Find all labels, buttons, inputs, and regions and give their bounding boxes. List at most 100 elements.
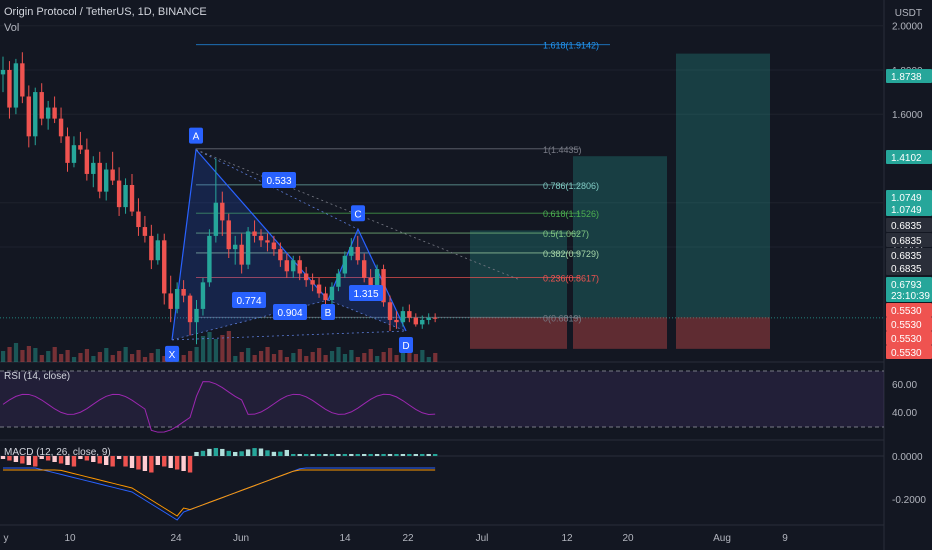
volume-bar	[310, 352, 315, 362]
candle-body	[258, 235, 264, 241]
candle-body	[355, 246, 360, 261]
macd-histogram-bar	[323, 454, 328, 456]
volume-bar	[110, 355, 115, 362]
volume-bar	[304, 356, 309, 362]
volume-bar	[297, 349, 302, 362]
candle-body	[194, 308, 199, 323]
fib-label: 0.382(0.9729)	[543, 249, 599, 259]
price-badge-label: 0.5530	[891, 334, 922, 345]
volume-bar	[142, 357, 148, 362]
macd-histogram-bar	[33, 456, 38, 467]
macd-histogram-bar	[278, 451, 283, 456]
macd-histogram-bar	[136, 456, 141, 470]
volume-bar	[117, 351, 122, 362]
macd-histogram-bar	[368, 454, 373, 456]
candle-body	[271, 242, 277, 250]
macd-histogram-bar	[26, 456, 31, 465]
candle-body	[123, 185, 128, 208]
volume-bar	[46, 351, 51, 362]
candle-body	[116, 180, 122, 208]
candle-body	[265, 240, 270, 243]
volume-bar	[181, 355, 186, 362]
macd-histogram-bar	[226, 450, 231, 456]
candle-body	[136, 211, 141, 228]
date-tick-label: Jun	[233, 533, 249, 544]
volume-bar	[162, 356, 167, 362]
volume-bar	[394, 355, 399, 362]
pattern-labels: X A B C D 0.533 0.774 0.904 1.315	[165, 127, 413, 362]
pattern-ratio-badge	[349, 285, 383, 301]
candle-body	[303, 273, 309, 281]
price-badge	[886, 277, 932, 291]
price-badge-label: 0.6835	[891, 264, 922, 275]
candle-body	[45, 107, 51, 119]
currency-label: USDT	[894, 8, 922, 19]
volume-bar	[284, 357, 289, 362]
macd-histogram-bar	[155, 456, 160, 465]
macd-histogram-bar	[426, 454, 431, 456]
macd-histogram-bar	[168, 456, 173, 468]
volume-bar	[291, 353, 296, 362]
macd-histogram-bar	[329, 454, 335, 456]
price-badge-label: 1.8738	[891, 72, 922, 83]
macd-histogram-bar	[149, 456, 154, 473]
take-profit-zone	[573, 156, 667, 318]
macd-histogram-bar	[187, 456, 193, 473]
macd-histogram-bar	[39, 456, 44, 459]
volume-bar	[226, 331, 231, 362]
volume-bar	[426, 357, 431, 362]
volume-bars	[1, 331, 438, 362]
candle-body	[220, 202, 225, 221]
pattern-ratio-badge	[262, 172, 296, 188]
macd-histogram-bar	[407, 454, 412, 456]
volume-bar	[207, 332, 212, 362]
date-tick-label: Jul	[476, 533, 489, 544]
pattern-ratio-label: 0.904	[277, 308, 302, 319]
candle-body	[400, 311, 406, 323]
candle-body	[20, 63, 25, 97]
macd-histogram-bar	[265, 450, 270, 456]
rsi-band	[0, 371, 884, 427]
volume-bar	[433, 353, 438, 362]
macd-histogram-bar	[0, 456, 6, 459]
macd-histogram-bar	[220, 448, 225, 456]
macd-histogram-bar	[104, 456, 109, 465]
macd-histogram-bar	[84, 456, 90, 461]
price-badge-label: 0.5530	[891, 306, 922, 317]
candle-body	[65, 136, 70, 163]
macd-histogram-bar	[91, 456, 96, 462]
volume-bar	[239, 352, 244, 362]
macd-histogram-bar	[78, 456, 83, 459]
macd-histogram-bar	[194, 451, 199, 456]
candle-body	[432, 317, 438, 319]
candle-body	[187, 295, 193, 323]
macd-histogram-bar	[245, 449, 251, 456]
price-badge	[886, 69, 932, 83]
macd-panel: 0.0000 -0.2000	[0, 448, 926, 521]
macd-histogram-bar	[413, 454, 418, 456]
volume-bar	[188, 351, 193, 362]
candle-body	[420, 319, 425, 325]
volume-bar	[123, 347, 128, 362]
macd-histogram-bar	[355, 454, 360, 456]
candle-body	[26, 96, 31, 137]
fib-label: 1.618(1.9142)	[543, 41, 599, 51]
volume-bar	[413, 354, 418, 362]
price-badge-label: 0.6835	[891, 251, 922, 262]
candle-body	[71, 145, 77, 163]
macd-histogram-bar	[123, 456, 128, 467]
macd-histogram-bar	[303, 454, 309, 456]
pattern-point-label: D	[402, 341, 409, 352]
date-tick-label: y	[4, 533, 9, 544]
volume-bar	[136, 350, 141, 362]
macd-line	[3, 467, 436, 521]
price-badge	[886, 190, 932, 204]
volume-bar	[381, 352, 386, 362]
volume-bar	[104, 348, 109, 362]
candle-body	[104, 169, 109, 192]
macd-histogram-bar	[207, 448, 212, 456]
candle-body	[381, 269, 386, 303]
candle-body	[329, 286, 335, 301]
volume-bar	[84, 349, 90, 362]
